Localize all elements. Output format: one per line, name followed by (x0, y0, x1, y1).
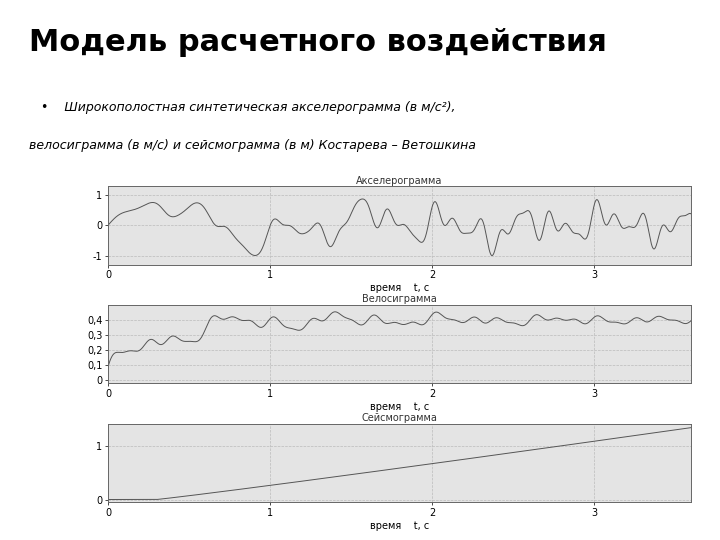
Title: Акселерограмма: Акселерограмма (356, 176, 443, 186)
Title: Сейсмограмма: Сейсмограмма (361, 413, 438, 423)
X-axis label: время    t, с: время t, с (370, 283, 429, 293)
X-axis label: время    t, с: время t, с (370, 521, 429, 530)
Text: •    Широкополостная синтетическая акселерограмма (в м/с²),: • Широкополостная синтетическая акселеро… (29, 101, 455, 114)
Text: Модель расчетного воздействия: Модель расчетного воздействия (29, 28, 607, 57)
Text: велосиграмма (в м/с) и сейсмограмма (в м) Костарева – Ветошкина: велосиграмма (в м/с) и сейсмограмма (в м… (29, 139, 476, 152)
X-axis label: время    t, с: время t, с (370, 402, 429, 411)
Title: Велосиграмма: Велосиграмма (362, 294, 437, 305)
